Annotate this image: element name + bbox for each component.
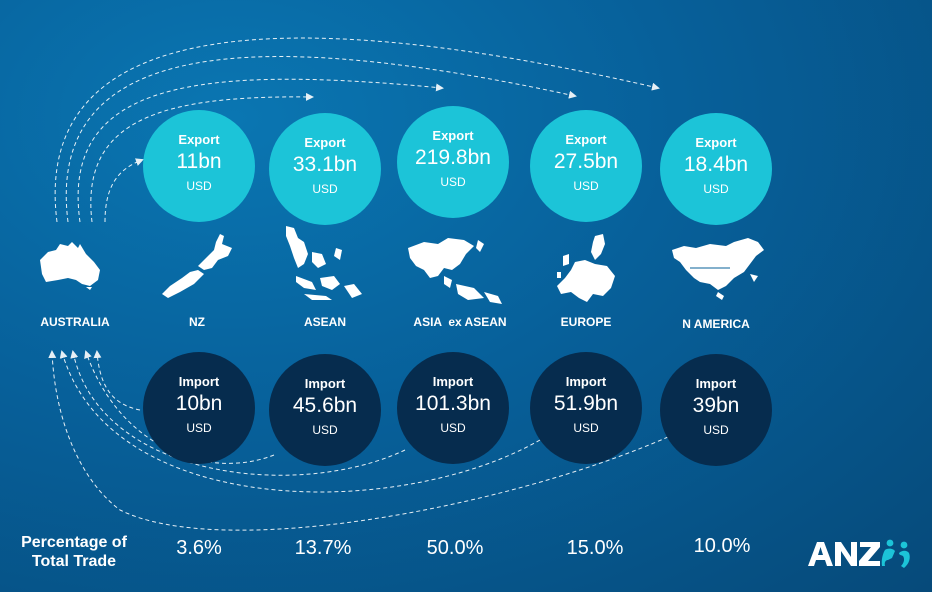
pct-asia: 50.0% [426,537,484,559]
import-circle-nz: Import 10bn USD [143,352,255,464]
export-label: Export [432,128,474,143]
region-label-nz: NZ [189,315,205,329]
north-america-map-icon [672,238,764,300]
import-currency: USD [703,423,729,437]
pct-nz: 3.6% [176,537,222,559]
export-currency: USD [312,182,338,196]
import-arrow-asia [70,350,406,476]
import-amount: 39bn [692,394,740,417]
import-circle-asean: Import 45.6bn USD [269,354,381,466]
import-label: Import [432,374,474,389]
export-currency: USD [703,182,729,196]
export-amount: 11bn [176,150,222,173]
export-currency: USD [440,175,466,189]
pct-asean: 13.7% [294,537,352,559]
import-label: Import [565,374,607,389]
export-label: Export [565,132,607,147]
percentage-label-line2: Total Trade [31,553,117,570]
import-currency: USD [312,423,338,437]
region-label-namerica: N AMERICA [682,317,750,331]
region-label-asia: ASIA ex ASEAN [413,315,507,329]
anz-logo-wordmark [808,542,880,566]
export-currency: USD [573,179,599,193]
import-label: Import [178,374,220,389]
nz-map-icon [162,234,232,298]
export-arrow-namerica [54,37,660,223]
import-circle-europe: Import 51.9bn USD [530,352,642,464]
export-arrow-asean [90,92,314,223]
export-label: Export [178,132,220,147]
export-amount: 219.8bn [415,146,491,169]
asean-map-icon [286,226,362,300]
import-arrow-europe [59,350,541,493]
import-circle-asia: Import 101.3bn USD [397,352,509,464]
percentage-label-line1: Percentage of [21,534,127,551]
region-label-australia: AUSTRALIA [40,315,110,329]
anz-logo-people-icon [881,539,910,568]
import-arrow-namerica [48,350,669,531]
export-circle-namerica: Export 18.4bn USD [660,113,772,225]
export-circle-asean: Export 33.1bn USD [269,113,381,225]
import-amount: 101.3bn [415,392,491,415]
import-label: Import [695,376,737,391]
import-currency: USD [186,421,212,435]
export-amount: 27.5bn [553,150,619,173]
export-circle-asia: Export 219.8bn USD [397,106,509,218]
export-arrow-nz [104,158,144,223]
export-amount: 18.4bn [683,153,749,176]
export-currency: USD [186,179,212,193]
pct-namerica: 10.0% [693,535,751,557]
import-circle-namerica: Import 39bn USD [660,354,772,466]
australia-map-icon [40,242,100,290]
export-circle-nz: Export 11bn USD [143,110,255,222]
import-arrow-nz [93,350,141,411]
export-label: Export [304,135,346,150]
export-circle-europe: Export 27.5bn USD [530,110,642,222]
import-currency: USD [440,421,466,435]
export-arrow-asia [77,78,444,223]
import-amount: 51.9bn [553,392,619,415]
import-amount: 45.6bn [292,394,358,417]
percentage-of-total-trade-label: Percentage of Total Trade [8,533,140,571]
anz-logo [808,539,910,568]
asia-map-icon [408,238,502,304]
import-currency: USD [573,421,599,435]
pct-europe: 15.0% [566,537,624,559]
region-label-asean: ASEAN [303,315,346,329]
europe-map-icon [557,234,615,302]
region-label-europe: EUROPE [560,315,612,329]
export-amount: 33.1bn [292,153,358,176]
import-label: Import [304,376,346,391]
import-amount: 10bn [175,392,223,415]
export-arrow-europe [65,56,577,223]
export-label: Export [695,135,737,150]
